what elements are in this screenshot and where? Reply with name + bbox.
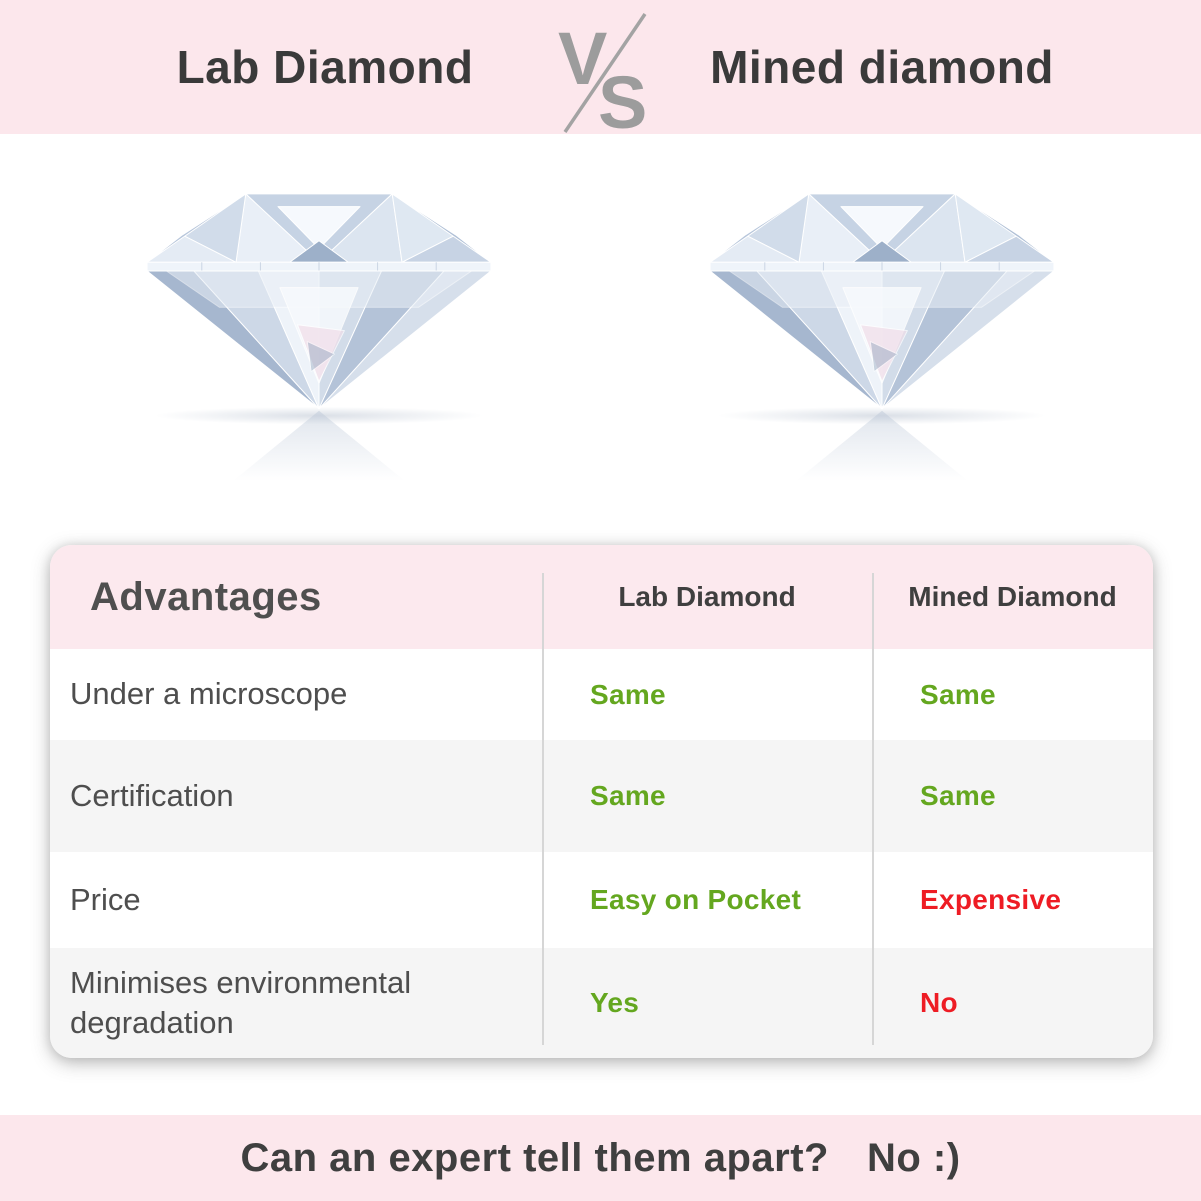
row-label: Price xyxy=(70,881,141,917)
lab-value: Same xyxy=(590,678,666,710)
lab-value: Same xyxy=(590,780,666,811)
mined-value: Same xyxy=(920,780,996,811)
row-label: Minimises environmental degradation xyxy=(70,964,412,1040)
column-divider xyxy=(542,573,544,1045)
mined-value: No xyxy=(920,987,958,1018)
column-divider xyxy=(872,573,874,1045)
table-row-microscope: Under a microscope Same Same xyxy=(50,649,1153,740)
column-header-lab-diamond: Lab Diamond xyxy=(618,581,796,612)
mined-diamond-title: Mined diamond xyxy=(710,41,1054,93)
mined-diamond-image xyxy=(706,190,1058,483)
column-header-mined-diamond: Mined Diamond xyxy=(908,581,1117,612)
vs-letter-v: V xyxy=(558,17,607,100)
table-header-row: Advantages Lab Diamond Mined Diamond xyxy=(50,545,1153,649)
footer-question: Can an expert tell them apart? xyxy=(240,1135,829,1180)
table-row-price: Price Easy on Pocket Expensive xyxy=(50,852,1153,948)
lab-value: Easy on Pocket xyxy=(590,884,802,915)
table-row-certification: Certification Same Same xyxy=(50,740,1153,852)
vs-slash-line xyxy=(563,13,647,133)
column-header-advantages: Advantages xyxy=(90,574,322,619)
mined-value: Expensive xyxy=(920,884,1062,915)
row-label: Certification xyxy=(70,777,234,813)
footer-answer: No :) xyxy=(866,1135,961,1180)
bottom-banner: Can an expert tell them apart? No :) xyxy=(0,1115,1201,1201)
top-banner: Lab Diamond V S Mined diamond xyxy=(0,0,1201,134)
vs-divider-graphic: V S xyxy=(558,13,647,134)
lab-diamond-title: Lab Diamond xyxy=(176,41,474,93)
comparison-table: Advantages Lab Diamond Mined Diamond Und… xyxy=(50,545,1153,1058)
row-label: Under a microscope xyxy=(70,676,348,712)
lab-diamond-image xyxy=(143,190,495,483)
lab-value: Yes xyxy=(590,987,640,1018)
mined-value: Same xyxy=(920,678,996,710)
table-row-environment: Minimises environmental degradation Yes … xyxy=(50,948,1153,1058)
